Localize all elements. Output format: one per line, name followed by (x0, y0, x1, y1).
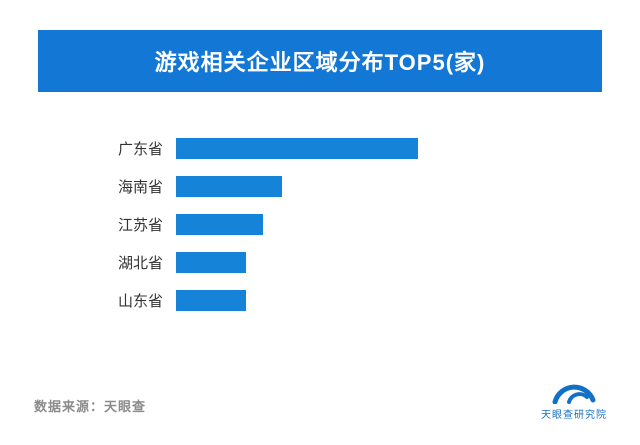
category-label: 湖北省 (117, 255, 163, 272)
bar (176, 252, 246, 273)
category-label: 山东省 (117, 293, 163, 310)
chart-title: 游戏相关企业区域分布TOP5(家) (154, 50, 486, 75)
bar (176, 138, 418, 159)
category-label: 海南省 (117, 179, 163, 196)
chart-row: 江苏省 (0, 214, 640, 235)
chart-row: 湖北省 (0, 252, 640, 273)
bar (176, 290, 246, 311)
chart-row: 广东省 (0, 138, 640, 159)
chart-row: 海南省 (0, 176, 640, 197)
category-label: 广东省 (117, 141, 163, 158)
brand-logo-text: 天眼查研究院 (541, 410, 607, 421)
brand-logo: 天眼查研究院 (534, 378, 614, 421)
chart-row: 山东省 (0, 290, 640, 311)
tianyancha-logo-icon (552, 384, 596, 404)
title-banner: 游戏相关企业区域分布TOP5(家) (38, 30, 602, 92)
bar-chart: 广东省海南省江苏省湖北省山东省 (0, 138, 640, 328)
bar (176, 214, 263, 235)
data-source-label: 数据来源：天眼查 (34, 399, 147, 414)
category-label: 江苏省 (117, 217, 163, 234)
bar (176, 176, 282, 197)
chart-rows: 广东省海南省江苏省湖北省山东省 (0, 138, 640, 311)
